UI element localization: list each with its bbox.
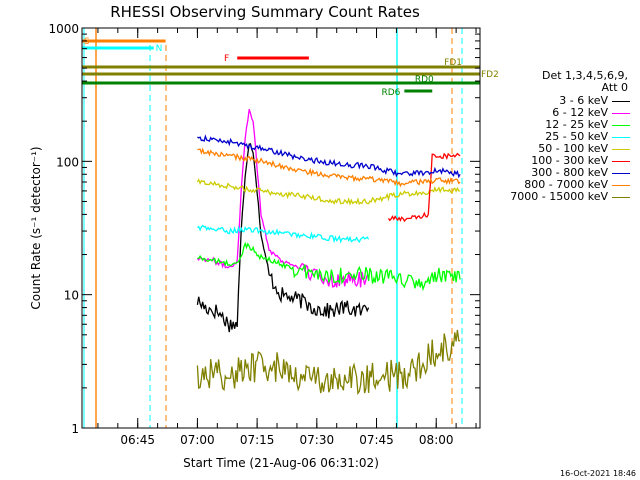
legend-swatch <box>612 137 630 138</box>
flag-bars: S N F FD1 FD2 RD0 RD6 <box>82 37 499 98</box>
legend-entry-label: 3 - 6 keV <box>559 94 608 107</box>
legend-entry: 3 - 6 keV <box>488 95 630 107</box>
legend-entry-label: 300 - 800 keV <box>531 166 608 179</box>
series-layer <box>196 109 461 396</box>
legend-title-text: Att 0 <box>601 81 628 94</box>
legend-swatch <box>612 197 630 198</box>
flag-label: S <box>84 37 90 47</box>
series-line <box>196 329 461 396</box>
legend-title-text: Det 1,3,4,5,6,9, <box>541 69 628 82</box>
legend-entry: 800 - 7000 keV <box>488 179 630 191</box>
x-axis-ticks: 06:45 07:00 07:15 07:30 07:45 08:00 <box>97 28 477 447</box>
legend-entry: 12 - 25 keV <box>488 119 630 131</box>
x-tick-label: 07:30 <box>300 433 335 447</box>
legend-entry-label: 50 - 100 keV <box>538 142 608 155</box>
legend-entry-label: 6 - 12 keV <box>552 106 608 119</box>
y-tick-label: 1 <box>71 422 79 436</box>
x-tick-label: 07:15 <box>240 433 275 447</box>
legend-entry: 100 - 300 keV <box>488 155 630 167</box>
flag-label: FD1 <box>444 58 462 68</box>
x-tick-label: 07:00 <box>180 433 215 447</box>
legend-swatch <box>612 161 630 162</box>
y-axis-ticks: 1 10 100 1000 <box>48 22 480 436</box>
legend-entry: 300 - 800 keV <box>488 167 630 179</box>
x-tick-label: 08:00 <box>419 433 454 447</box>
series-line <box>197 147 461 188</box>
flag-label: F <box>224 54 229 64</box>
y-axis-label: Count Rate (s⁻¹ detector⁻¹) <box>29 146 43 309</box>
x-tick-label: 07:45 <box>359 433 394 447</box>
legend-entry-label: 100 - 300 keV <box>531 154 608 167</box>
flag-label: RD0 <box>415 75 434 85</box>
series-line <box>196 178 461 206</box>
legend-title: Det 1,3,4,5,6,9, <box>488 70 630 82</box>
chart-title: RHESSI Observing Summary Count Rates <box>110 3 420 21</box>
x-tick-label: 06:45 <box>120 433 155 447</box>
legend-swatch <box>612 173 630 174</box>
legend-entry-label: 12 - 25 keV <box>545 118 608 131</box>
flag-label: FD2 <box>481 70 499 80</box>
footer-timestamp: 16-Oct-2021 18:46 <box>560 469 636 478</box>
legend-entry-label: 800 - 7000 keV <box>524 178 608 191</box>
legend-entry-label: 25 - 50 keV <box>545 130 608 143</box>
series-line <box>387 152 461 223</box>
legend-title: Att 0 <box>488 82 630 94</box>
legend-entry: 6 - 12 keV <box>488 107 630 119</box>
time-markers <box>83 28 463 428</box>
series-line <box>196 143 370 333</box>
legend-swatch <box>612 125 630 126</box>
legend-entry: 25 - 50 keV <box>488 131 630 143</box>
series-line <box>196 109 369 288</box>
legend-entry: 7000 - 15000 keV <box>488 191 630 203</box>
flag-label: N <box>156 44 163 54</box>
legend-entry-label: 7000 - 15000 keV <box>510 190 608 203</box>
series-line <box>197 134 461 179</box>
legend-entry: 50 - 100 keV <box>488 143 630 155</box>
series-line <box>197 241 461 292</box>
legend-swatch <box>612 101 630 102</box>
flag-label: RD6 <box>381 88 400 98</box>
legend-swatch <box>612 113 630 114</box>
legend-swatch <box>612 149 630 150</box>
y-tick-label: 10 <box>64 289 79 303</box>
x-axis-label: Start Time (21-Aug-06 06:31:02) <box>183 456 379 470</box>
series-line <box>197 224 370 244</box>
y-tick-label: 100 <box>56 155 79 169</box>
plot-frame <box>81 27 481 429</box>
legend-swatch <box>612 185 630 186</box>
y-tick-label: 1000 <box>48 22 79 36</box>
